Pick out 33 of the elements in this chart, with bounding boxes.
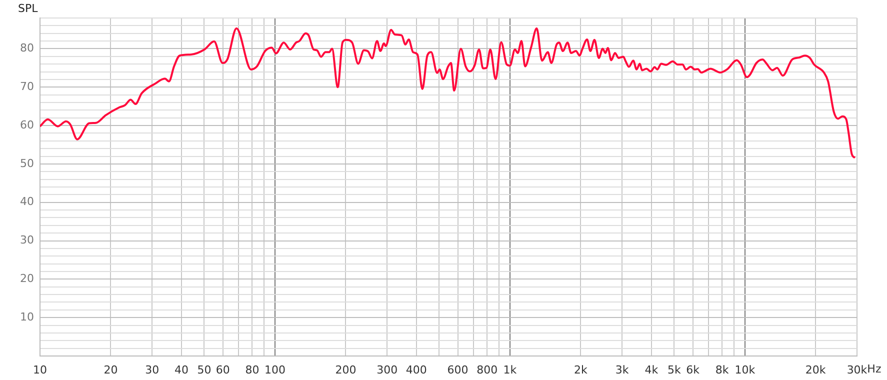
y-axis-title: SPL bbox=[18, 2, 39, 15]
x-tick-label: 600 bbox=[447, 363, 468, 376]
x-tick-label: 8k bbox=[715, 363, 730, 376]
y-tick-label: 60 bbox=[20, 118, 34, 132]
y-tick-label: 30 bbox=[20, 234, 34, 247]
y-tick-label: 40 bbox=[20, 195, 34, 208]
x-tick-label: 50 bbox=[197, 363, 212, 376]
x-tick-label: 400 bbox=[406, 363, 427, 376]
x-tick-label: 800 bbox=[476, 363, 498, 376]
y-tick-label: 80 bbox=[20, 42, 34, 55]
x-tick-label: 1k bbox=[503, 363, 518, 376]
x-tick-label: 30 bbox=[145, 363, 160, 376]
x-tick-label: 40 bbox=[174, 363, 188, 376]
x-tick-label: 30k bbox=[846, 363, 868, 376]
x-tick-label: 200 bbox=[335, 363, 356, 376]
x-tick-label: 60 bbox=[216, 363, 230, 376]
y-tick-label: 20 bbox=[20, 272, 34, 286]
y-tick-label: 70 bbox=[20, 80, 34, 93]
x-tick-label: 80 bbox=[245, 363, 260, 376]
x-axis-title: Hz bbox=[867, 362, 882, 376]
x-tick-label: 5k bbox=[667, 363, 682, 376]
x-tick-label: 300 bbox=[376, 363, 398, 376]
y-tick-label: 50 bbox=[20, 156, 34, 170]
x-tick-label: 3k bbox=[615, 363, 630, 376]
x-tick-label: 10 bbox=[33, 363, 47, 376]
x-tick-label: 10k bbox=[734, 363, 756, 376]
x-tick-label: 100 bbox=[264, 363, 286, 376]
x-tick-label: 20 bbox=[104, 363, 118, 376]
x-tick-label: 6k bbox=[686, 363, 700, 376]
y-tick-label: 10 bbox=[20, 310, 34, 324]
x-tick-label: 2k bbox=[574, 363, 588, 376]
x-tick-label: 4k bbox=[644, 363, 659, 376]
x-tick-label: 20k bbox=[805, 363, 826, 376]
